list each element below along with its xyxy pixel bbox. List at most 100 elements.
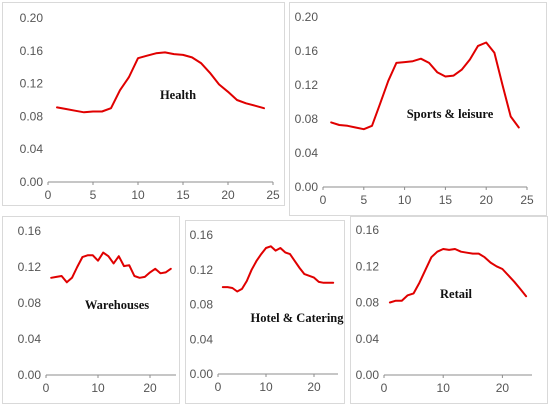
data-point xyxy=(525,295,527,297)
y-tick-label: 0.12 xyxy=(356,259,380,273)
data-point xyxy=(173,53,175,55)
y-tick-label: 0.08 xyxy=(190,298,214,312)
data-point xyxy=(401,300,403,302)
data-point xyxy=(74,110,76,112)
data-point xyxy=(448,249,450,251)
data-point xyxy=(395,62,397,64)
data-point xyxy=(294,260,296,262)
data-point xyxy=(76,266,78,268)
data-point xyxy=(395,300,397,302)
y-tick-label: 0.20 xyxy=(20,11,44,25)
data-point xyxy=(265,247,267,249)
data-point xyxy=(56,106,58,108)
data-point xyxy=(501,268,503,270)
x-tick-label: 0 xyxy=(320,193,327,207)
y-tick-label: 0.00 xyxy=(356,368,380,382)
data-point xyxy=(460,251,462,253)
data-point xyxy=(404,61,406,63)
y-tick-label: 0.12 xyxy=(20,77,44,91)
data-point xyxy=(379,103,381,105)
chart-label-health: Health xyxy=(160,88,196,102)
x-tick-label: 0 xyxy=(381,381,388,395)
series-line-retail xyxy=(388,248,528,304)
data-point xyxy=(209,72,211,74)
data-point xyxy=(118,255,120,257)
data-point xyxy=(275,250,277,252)
x-tick-label: 25 xyxy=(266,188,280,202)
chart-svg-warehouses: 0.00 0.04 0.08 0.12 0.16 0 10 20 Warehouses xyxy=(18,224,176,395)
data-point xyxy=(413,292,415,294)
data-point xyxy=(97,260,99,262)
data-point xyxy=(110,107,112,109)
data-point xyxy=(442,248,444,250)
chart-svg-sports-leisure: 0.00 0.04 0.08 0.12 0.16 0.20 0 5 10 15 20 25 Sports… xyxy=(295,10,534,207)
x-tick-label: 20 xyxy=(496,381,510,395)
x-tick-label: 15 xyxy=(176,188,190,202)
chart-svg-retail: 0.00 0.04 0.08 0.12 0.16 0 10 20 Retail xyxy=(356,223,532,395)
y-tick-label: 0.16 xyxy=(18,224,42,238)
chart-svg-hotel-catering: 0.00 0.04 0.08 0.12 0.16 0 10 20 Hotel & Caterin… xyxy=(190,228,345,394)
y-tick-label: 0.00 xyxy=(295,180,319,194)
x-tick-label: 10 xyxy=(131,188,145,202)
chart-label-hotel-catering: Hotel & Catering xyxy=(250,311,344,325)
data-point xyxy=(299,267,301,269)
data-point xyxy=(279,247,281,249)
data-point xyxy=(270,245,272,247)
data-point xyxy=(519,288,521,290)
data-point xyxy=(222,286,224,288)
data-point xyxy=(92,254,94,256)
chart-label-warehouses: Warehouses xyxy=(85,298,149,312)
y-tick-label: 0.04 xyxy=(20,142,44,156)
data-point xyxy=(461,69,463,71)
y-tick-label: 0.16 xyxy=(20,44,44,58)
data-point xyxy=(308,275,310,277)
x-tick-label: 10 xyxy=(91,381,105,395)
data-point xyxy=(260,253,262,255)
data-point xyxy=(159,272,161,274)
data-point xyxy=(133,275,135,277)
data-point xyxy=(144,276,146,278)
y-tick-label: 0.00 xyxy=(20,175,44,189)
x-tick-label: 20 xyxy=(143,381,157,395)
data-point xyxy=(338,124,340,126)
data-point xyxy=(436,71,438,73)
data-point xyxy=(146,55,148,57)
data-point xyxy=(284,251,286,253)
data-point xyxy=(510,115,512,117)
data-point xyxy=(83,111,85,113)
x-tick-label: 5 xyxy=(90,188,97,202)
data-point xyxy=(313,277,315,279)
y-tick-label: 0.08 xyxy=(356,296,380,310)
data-point xyxy=(182,54,184,56)
y-tick-label: 0.00 xyxy=(190,367,214,381)
data-point xyxy=(241,288,243,290)
data-point xyxy=(303,273,305,275)
chart-panel-sports-leisure: 0.00 0.04 0.08 0.12 0.16 0.20 0 5 10 15 20 25 Sports… xyxy=(289,2,547,216)
data-point xyxy=(502,84,504,86)
chart-svg-health: 0.00 0.04 0.08 0.12 0.16 0.20 0 5 10 15 20 25 Health xyxy=(20,11,280,202)
y-tick-label: 0.16 xyxy=(356,223,380,237)
data-point xyxy=(363,128,365,130)
data-point xyxy=(490,262,492,264)
x-tick-label: 0 xyxy=(45,188,52,202)
data-point xyxy=(513,281,515,283)
data-point xyxy=(412,60,414,62)
data-point xyxy=(251,269,253,271)
y-tick-label: 0.16 xyxy=(190,228,214,242)
data-point xyxy=(484,256,486,258)
y-tick-label: 0.20 xyxy=(295,10,319,24)
series-line-sports-leisure xyxy=(330,41,520,131)
x-tick-label: 10 xyxy=(437,381,451,395)
data-point xyxy=(255,260,257,262)
y-tick-label: 0.04 xyxy=(190,332,214,346)
chart-label-retail: Retail xyxy=(440,287,472,301)
data-point xyxy=(200,62,202,64)
data-point xyxy=(61,275,63,277)
data-point xyxy=(263,107,265,109)
data-point xyxy=(50,277,52,279)
chart-panel-retail: 0.00 0.04 0.08 0.12 0.16 0 10 20 Retail xyxy=(350,216,548,404)
data-point xyxy=(472,253,474,255)
data-point xyxy=(231,287,233,289)
x-tick-label: 10 xyxy=(398,193,412,207)
data-point xyxy=(289,253,291,255)
